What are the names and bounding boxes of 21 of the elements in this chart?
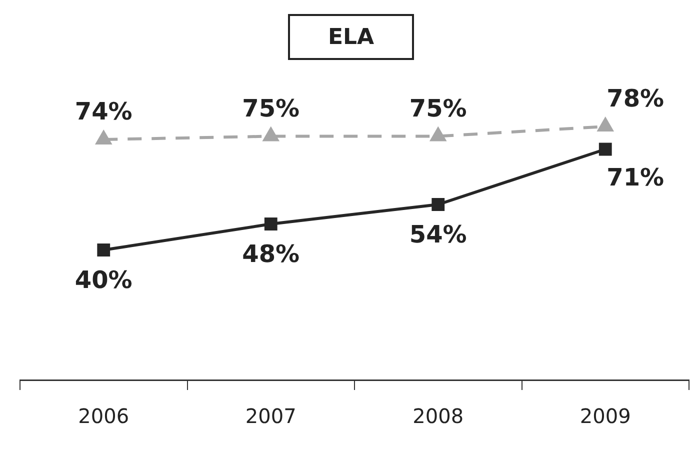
point xyxy=(264,218,278,230)
point xyxy=(430,128,446,142)
x-tick-label: 2008 xyxy=(412,404,464,428)
data-label: 71% xyxy=(606,163,664,192)
data-label: 75% xyxy=(242,94,300,122)
data-label: 40% xyxy=(74,266,132,294)
x-tick-label: 2007 xyxy=(245,404,296,428)
data-label: 54% xyxy=(409,220,467,248)
data-label: 75% xyxy=(409,94,467,122)
data-label: 78% xyxy=(606,84,664,112)
point xyxy=(96,131,112,144)
x-tick-label: 2006 xyxy=(78,404,130,428)
data-label: 48% xyxy=(242,240,300,268)
point xyxy=(598,118,613,132)
x-tick-label: 2009 xyxy=(580,404,631,428)
point xyxy=(432,198,445,211)
point xyxy=(97,244,110,256)
point xyxy=(598,142,612,156)
chart-title: ELA xyxy=(288,14,414,60)
data-label: 74% xyxy=(74,98,132,126)
point xyxy=(263,128,278,142)
